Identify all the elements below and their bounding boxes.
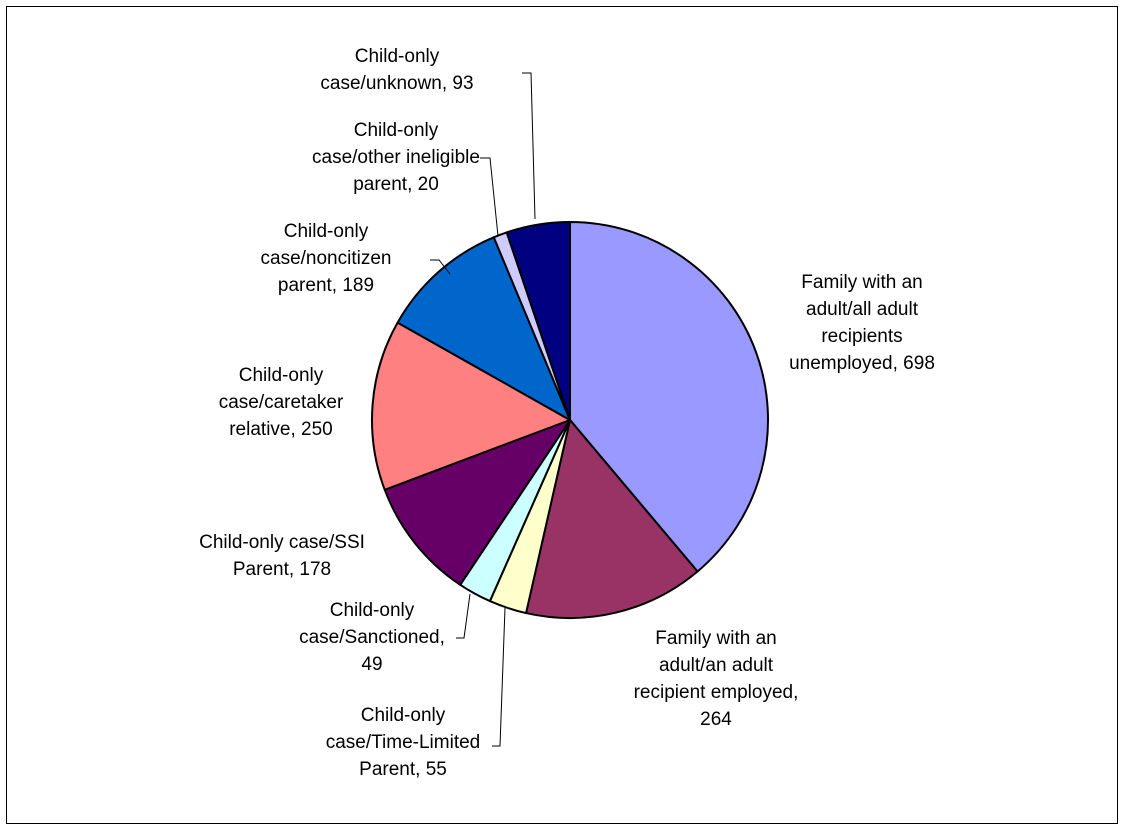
slice-label-line: recipient employed, bbox=[634, 682, 799, 703]
slice-label-1: Family with an adult/all adult recipients u… bbox=[789, 272, 935, 374]
leader-line-9 bbox=[522, 72, 536, 220]
slice-label-line: unemployed, 698 bbox=[789, 353, 935, 374]
leader-line-8 bbox=[480, 157, 499, 237]
slice-label-9: Child-only case/unknown, 93 bbox=[320, 46, 473, 94]
slice-label-7: Child-only case/noncitizen parent, 189 bbox=[261, 221, 392, 296]
slice-label-line: case/Sanctioned, bbox=[299, 627, 445, 648]
slice-label-line: relative, 250 bbox=[229, 419, 333, 440]
slice-label-line: 264 bbox=[700, 709, 732, 730]
slice-label-6: Child-only case/caretaker relative, 250 bbox=[219, 365, 344, 440]
slice-label-line: case/unknown, 93 bbox=[320, 73, 473, 94]
slice-label-line: case/caretaker bbox=[219, 392, 344, 413]
slice-label-5: Child-only case/SSI Parent, 178 bbox=[199, 532, 365, 580]
slice-label-line: Child-only bbox=[284, 221, 369, 242]
slice-label-line: parent, 20 bbox=[353, 174, 439, 195]
slice-label-line: Family with an bbox=[801, 272, 922, 293]
slice-label-line: Parent, 55 bbox=[359, 759, 447, 780]
pie-slice-9 bbox=[505, 221, 571, 421]
pie-slice-2 bbox=[525, 419, 699, 619]
slice-label-line: Parent, 178 bbox=[233, 559, 331, 580]
slice-label-line: case/noncitizen bbox=[261, 248, 392, 269]
slice-label-2: Family with an adult/an adult recipient em… bbox=[634, 628, 799, 730]
slice-label-3: Child-only case/Time-Limited Parent, 55 bbox=[326, 705, 481, 780]
slice-label-line: recipients bbox=[821, 326, 902, 347]
slice-label-line: Child-only bbox=[361, 705, 446, 726]
slice-label-8: Child-only case/other ineligible parent, 2… bbox=[312, 120, 480, 195]
slice-label-line: Child-only bbox=[355, 46, 440, 67]
leader-line-3 bbox=[492, 607, 506, 747]
slice-label-line: Family with an bbox=[655, 628, 776, 649]
slice-label-line: Child-only bbox=[354, 120, 439, 141]
leader-line-4 bbox=[456, 593, 471, 639]
pie-slice-5 bbox=[383, 419, 571, 586]
slice-label-line: case/other ineligible bbox=[312, 147, 480, 168]
pie-slice-7 bbox=[396, 236, 571, 421]
slice-label-line: adult/all adult bbox=[806, 299, 919, 320]
slice-label-line: Child-only bbox=[330, 600, 415, 621]
slice-label-line: 49 bbox=[361, 654, 382, 675]
slice-label-4: Child-only case/Sanctioned, 49 bbox=[299, 600, 445, 675]
slice-label-line: adult/an adult bbox=[659, 655, 774, 676]
slice-label-line: case/Time-Limited bbox=[326, 732, 481, 753]
slice-label-line: parent, 189 bbox=[278, 275, 374, 296]
pie-slice-6 bbox=[371, 321, 571, 491]
pie-slice-1 bbox=[569, 221, 770, 573]
slice-label-line: Child-only case/SSI bbox=[199, 532, 365, 553]
slice-label-line: Child-only bbox=[239, 365, 324, 386]
leader-line-7 bbox=[430, 259, 451, 275]
